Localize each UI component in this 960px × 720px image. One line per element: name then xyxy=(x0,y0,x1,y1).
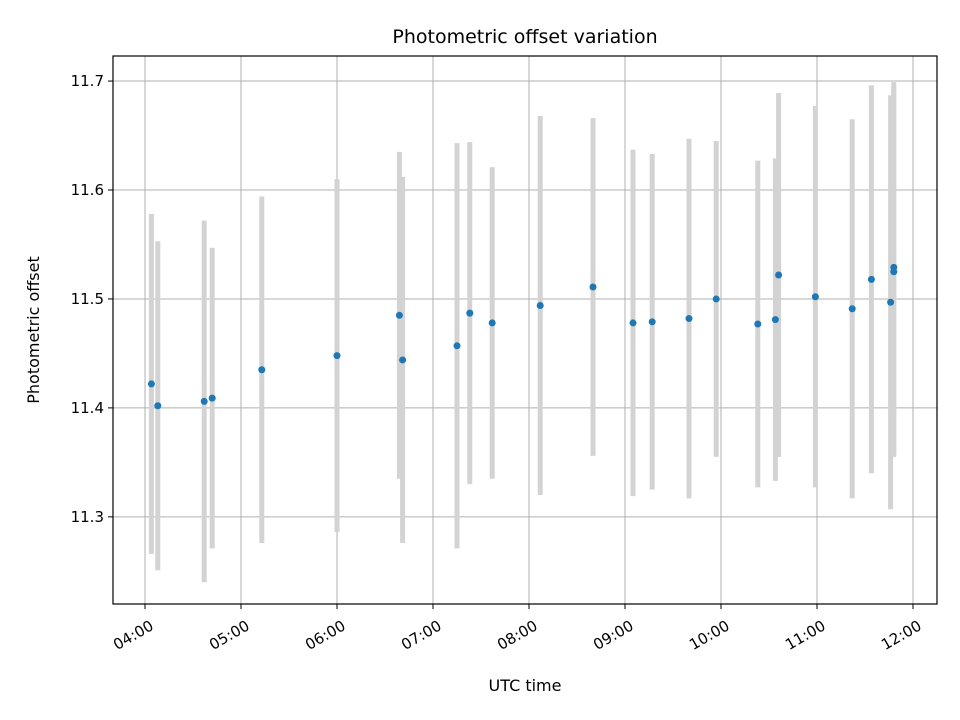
x-tick-label: 08:00 xyxy=(494,617,540,654)
data-point xyxy=(333,352,341,360)
data-point xyxy=(453,342,461,350)
grid-lines xyxy=(113,56,937,604)
data-point xyxy=(395,311,403,319)
chart-title: Photometric offset variation xyxy=(392,26,657,48)
error-bars xyxy=(148,82,897,583)
x-tick-label: 04:00 xyxy=(110,617,156,654)
data-point xyxy=(488,319,496,327)
data-point xyxy=(147,380,155,388)
data-point xyxy=(648,318,656,326)
data-point xyxy=(771,316,779,324)
y-tick-label: 11.6 xyxy=(71,181,104,199)
plot-frame xyxy=(112,55,938,605)
x-tick-label: 11:00 xyxy=(782,617,828,654)
y-tick-label: 11.4 xyxy=(71,399,104,417)
x-tick-label: 07:00 xyxy=(398,617,444,654)
data-point xyxy=(712,295,720,303)
data-point xyxy=(775,271,783,279)
y-axis-ticks: 11.3 11.4 11.5 11.6 11.7 xyxy=(71,72,113,526)
data-points xyxy=(147,263,898,410)
data-point xyxy=(399,356,407,364)
x-tick-label: 06:00 xyxy=(302,617,348,654)
data-point xyxy=(629,319,637,327)
data-point xyxy=(848,305,856,313)
data-point xyxy=(754,320,762,328)
data-point xyxy=(208,394,216,402)
x-tick-label: 05:00 xyxy=(206,617,252,654)
y-tick-label: 11.5 xyxy=(71,290,104,308)
x-axis-label: UTC time xyxy=(489,676,562,695)
y-tick-label: 11.3 xyxy=(71,508,104,526)
data-point xyxy=(867,275,875,283)
data-point xyxy=(200,397,208,405)
x-axis-ticks: 04:00 05:00 06:00 07:00 08:00 09:00 10:00 11:00… xyxy=(110,604,925,654)
data-point xyxy=(536,301,544,309)
x-tick-label: 09:00 xyxy=(590,617,636,654)
data-point xyxy=(811,293,819,301)
data-point xyxy=(685,315,693,323)
data-point xyxy=(258,366,266,374)
x-tick-label: 12:00 xyxy=(878,617,924,654)
x-tick-label: 10:00 xyxy=(686,617,732,654)
data-point xyxy=(154,402,162,410)
y-axis-label: Photometric offset xyxy=(24,256,43,404)
data-point xyxy=(890,268,898,276)
y-tick-label: 11.7 xyxy=(71,72,104,90)
data-point xyxy=(466,309,474,317)
data-point xyxy=(589,283,597,291)
data-point xyxy=(887,298,895,306)
